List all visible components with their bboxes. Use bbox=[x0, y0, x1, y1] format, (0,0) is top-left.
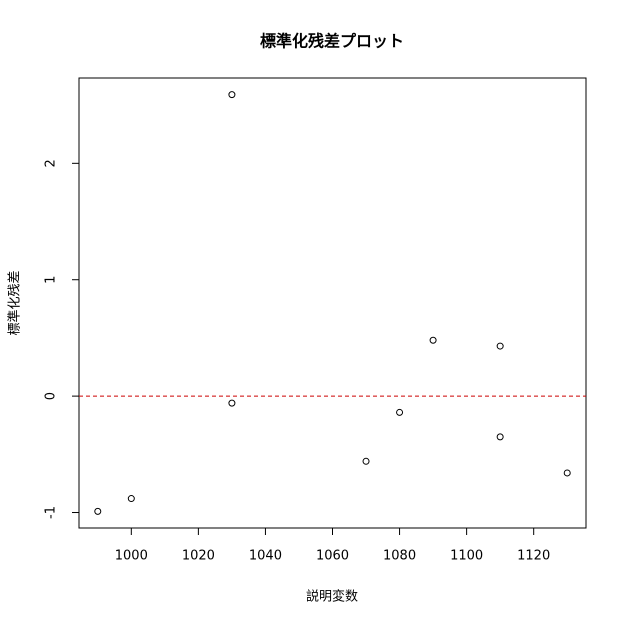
point bbox=[94, 507, 102, 515]
x-tick-label: 1060 bbox=[316, 549, 349, 564]
point bbox=[396, 408, 404, 416]
x-tick-label: 1120 bbox=[517, 549, 550, 564]
y-tick-label: 2 bbox=[44, 159, 59, 167]
point bbox=[127, 495, 135, 503]
x-tick-label: 1000 bbox=[115, 549, 148, 564]
point bbox=[362, 457, 370, 465]
point bbox=[228, 91, 236, 99]
x-tick-label: 1080 bbox=[383, 549, 416, 564]
x-axis-label: 説明変数 bbox=[306, 589, 358, 605]
x-tick-label: 1020 bbox=[182, 549, 215, 564]
y-tick-label: -1 bbox=[44, 506, 59, 519]
y-tick-label: 0 bbox=[44, 392, 59, 400]
point bbox=[496, 433, 504, 441]
point bbox=[563, 469, 571, 477]
x-tick-label: 1040 bbox=[249, 549, 282, 564]
point bbox=[228, 399, 236, 407]
y-tick-label: 1 bbox=[44, 276, 59, 284]
point bbox=[429, 336, 437, 344]
chart-title: 標準化残差プロット bbox=[260, 32, 404, 51]
point bbox=[496, 342, 504, 350]
y-axis-label: 標準化残差 bbox=[7, 270, 23, 335]
x-tick-label: 1100 bbox=[450, 549, 483, 564]
